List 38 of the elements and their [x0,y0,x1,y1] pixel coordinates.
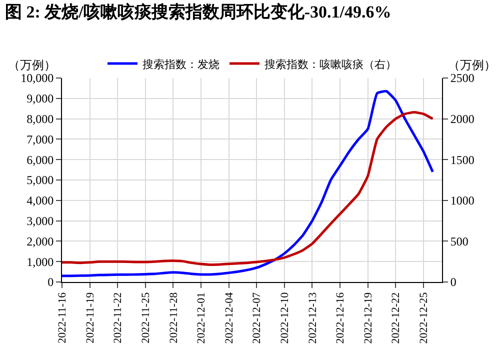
y-axis-title: （万例） [8,58,56,72]
y2-tick-label: 2000 [450,112,474,126]
y-tick-label: 9,000 [26,92,54,106]
y-tick-label: 6,000 [26,152,54,167]
x-tick-label: 2022-11-28 [168,292,180,344]
line-series [62,111,434,266]
y-tick-label: 8,000 [26,112,54,126]
y-tick-label: 4,000 [26,194,54,208]
x-tick-label: 2022-12-25 [418,292,430,344]
y2-tick-label: 2500 [450,71,474,86]
y-tick-label: 3,000 [26,214,54,228]
x-tick-label: 2022-12-01 [196,292,208,344]
x-tick-label: 2022-12-07 [251,292,264,344]
line-series [62,90,434,278]
y2-tick-label: 500 [450,234,468,248]
x-tick-label: 2022-12-13 [306,292,319,344]
x-tick-label: 2022-12-16 [334,292,347,344]
x-tick-label: 2022-12-22 [390,292,402,344]
y-tick-label: 0 [48,275,54,290]
y-tick-label: 7,000 [26,132,54,146]
y2-axis-title: （万例） [448,58,496,72]
y-tick-label: 5,000 [26,173,54,188]
x-tick-label: 2022-11-16 [56,292,69,344]
x-tick-label: 2022-12-19 [362,292,374,344]
legend-label: 搜索指数：发烧 [142,58,220,71]
y-tick-label: 1,000 [26,254,54,269]
x-tick-label: 2022-12-04 [223,292,236,344]
y-tick-label: 2,000 [26,234,54,248]
x-tick-label: 2022-11-19 [84,292,96,344]
y2-tick-label: 1000 [450,194,474,208]
x-tick-label: 2022-11-22 [112,292,124,344]
legend-label: 搜索指数：咳嗽咳痰（右） [264,58,396,71]
x-tick-label: 2022-11-25 [140,292,152,344]
y2-tick-label: 1500 [450,152,474,167]
y2-tick-label: 0 [450,275,456,290]
y-tick-label: 10,000 [20,71,54,86]
chart-title: 图 2: 发烧/咳嗽咳痰搜索指数周环比变化-30.1/49.6% [5,2,392,22]
x-tick-label: 2022-12-10 [279,292,292,344]
